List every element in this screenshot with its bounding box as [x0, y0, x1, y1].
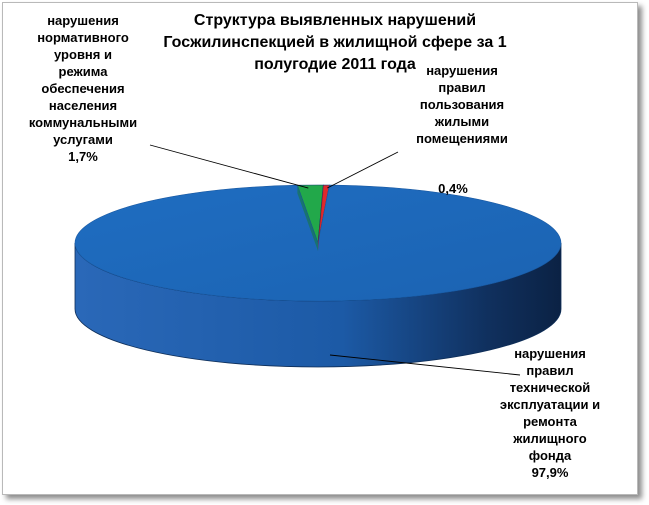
label-usage: нарушения правил пользования жилыми поме… [392, 62, 532, 147]
label-normative: нарушения нормативного уровня и режима о… [8, 12, 158, 165]
label-line: нарушения [426, 63, 498, 78]
label-line: правил [438, 80, 486, 95]
label-line: услугами [53, 132, 113, 147]
label-line: правил [526, 363, 574, 378]
leader-line-tech [329, 354, 521, 376]
label-line: нарушения [47, 13, 119, 28]
label-line: жилыми [434, 114, 490, 129]
label-line: жилищного [513, 431, 587, 446]
label-line: обеспечения [41, 81, 125, 96]
label-line: фонда [528, 448, 572, 463]
label-line: населения [48, 98, 118, 113]
data-label-usage: 0,4% [438, 181, 468, 196]
leader-line-usage [327, 151, 399, 189]
label-line: пользования [419, 97, 505, 112]
leader-line-normative [149, 144, 309, 189]
label-line: эксплуатации и [499, 397, 601, 412]
label-line: режима [58, 64, 108, 79]
label-tech: нарушения правил технической эксплуатаци… [470, 345, 630, 481]
label-line: ремонта [523, 414, 577, 429]
data-label-normative: 1,7% [68, 149, 98, 164]
label-line: нарушения [514, 346, 586, 361]
data-label-tech: 97,9% [531, 465, 569, 480]
label-line: помещениями [416, 131, 508, 146]
pie-slice-edge [297, 185, 318, 251]
chart-title: Структура выявленных нарушений Госжилинс… [163, 12, 507, 73]
label-line: уровня и [54, 47, 112, 62]
label-line: коммунальными [28, 115, 138, 130]
pie-slice-edge [318, 185, 324, 251]
label-line: нормативного [37, 30, 129, 45]
label-line: технической [509, 380, 591, 395]
